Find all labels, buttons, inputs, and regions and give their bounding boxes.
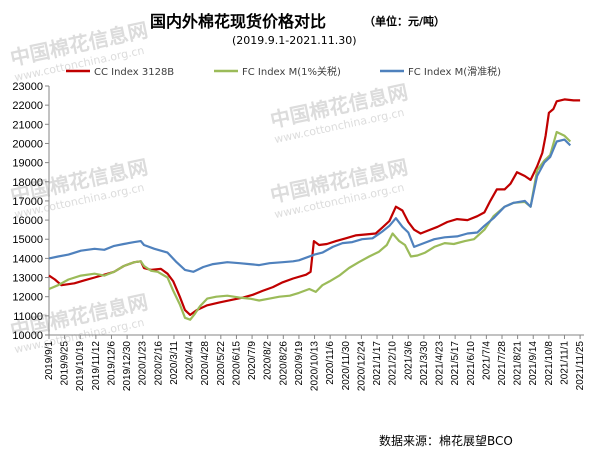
x-tick-label: 2021/1/17 [372, 341, 383, 386]
y-tick-label: 12000 [12, 292, 43, 304]
series-line-2 [48, 130, 572, 321]
y-tick-label: 18000 [12, 177, 43, 189]
y-tick-label: 14000 [12, 253, 43, 265]
chart-unit: （单位：元/吨） [364, 15, 446, 28]
series-line-3 [48, 138, 572, 273]
series-line-1 [48, 98, 581, 316]
y-tick-label: 20000 [12, 138, 43, 150]
chart-subtitle: (2019.9.1-2021.11.30) [232, 34, 357, 47]
x-tick-label: 2020/5/22 [216, 341, 227, 386]
x-tick-label: 2019/10/19 [75, 341, 86, 391]
x-tick-label: 2019/9/25 [60, 341, 71, 386]
y-tick-label: 22000 [12, 100, 43, 112]
x-tick-label: 2019/11/12 [91, 341, 102, 391]
x-tick-label: 2019/12/30 [122, 341, 133, 391]
y-tick-label: 17000 [12, 196, 43, 208]
y-tick-label: 11000 [13, 311, 43, 323]
x-tick-label: 2020/11/30 [341, 341, 352, 391]
legend-label: FC Index M(1%关税) [242, 65, 341, 78]
x-tick-label: 2020/7/9 [247, 341, 258, 380]
x-tick-label: 2021/7/4 [481, 341, 492, 380]
x-tick-label: 2020/8/2 [263, 341, 274, 380]
x-tick-label: 2020/3/11 [169, 341, 180, 385]
y-tick-label: 19000 [12, 158, 43, 170]
x-tick-label: 2020/12/24 [356, 341, 367, 391]
x-tick-label: 2020/1/23 [138, 341, 149, 386]
chart-title: 国内外棉花现货价格对比 [150, 12, 327, 31]
x-tick-label: 2021/6/10 [466, 341, 477, 386]
x-tick-label: 2021/5/17 [450, 341, 461, 386]
x-tick-label: 2021/2/10 [388, 341, 399, 386]
x-tick-label: 2019/12/6 [106, 341, 117, 386]
x-tick-label: 2020/6/15 [231, 341, 242, 386]
x-tick-label: 2021/3/6 [403, 341, 414, 380]
x-tick-label: 2021/7/28 [497, 341, 508, 386]
x-tick-label: 2020/4/28 [200, 341, 211, 386]
x-tick-label: 2020/10/13 [310, 341, 321, 391]
y-tick-label: 10000 [12, 330, 43, 342]
legend-label: FC Index M(滑准税) [408, 65, 501, 78]
y-tick-label: 23000 [12, 81, 43, 93]
x-tick-label: 2021/4/23 [435, 341, 446, 386]
data-source: 数据来源：棉花展望BCO [379, 434, 513, 448]
x-tick-label: 2021/11/25 [575, 341, 586, 391]
x-tick-label: 2021/11/1 [559, 341, 570, 385]
y-tick-label: 13000 [12, 273, 43, 285]
x-tick-label: 2021/3/30 [419, 341, 430, 386]
x-tick-label: 2020/11/6 [325, 341, 336, 385]
x-tick-label: 2020/4/4 [185, 341, 196, 380]
x-tick-label: 2021/8/21 [513, 341, 524, 386]
x-tick-label: 2020/8/26 [278, 341, 289, 386]
x-tick-label: 2021/9/14 [528, 341, 539, 386]
x-tick-label: 2020/2/16 [153, 341, 164, 386]
legend-label: CC Index 3128B [94, 67, 174, 78]
x-tick-label: 2020/9/19 [294, 341, 305, 386]
x-tick-label: 2019/9/1 [44, 341, 55, 380]
y-tick-label: 16000 [12, 215, 43, 227]
y-tick-label: 15000 [12, 234, 43, 246]
x-tick-label: 2021/10/8 [544, 341, 555, 386]
y-tick-label: 21000 [12, 119, 43, 131]
